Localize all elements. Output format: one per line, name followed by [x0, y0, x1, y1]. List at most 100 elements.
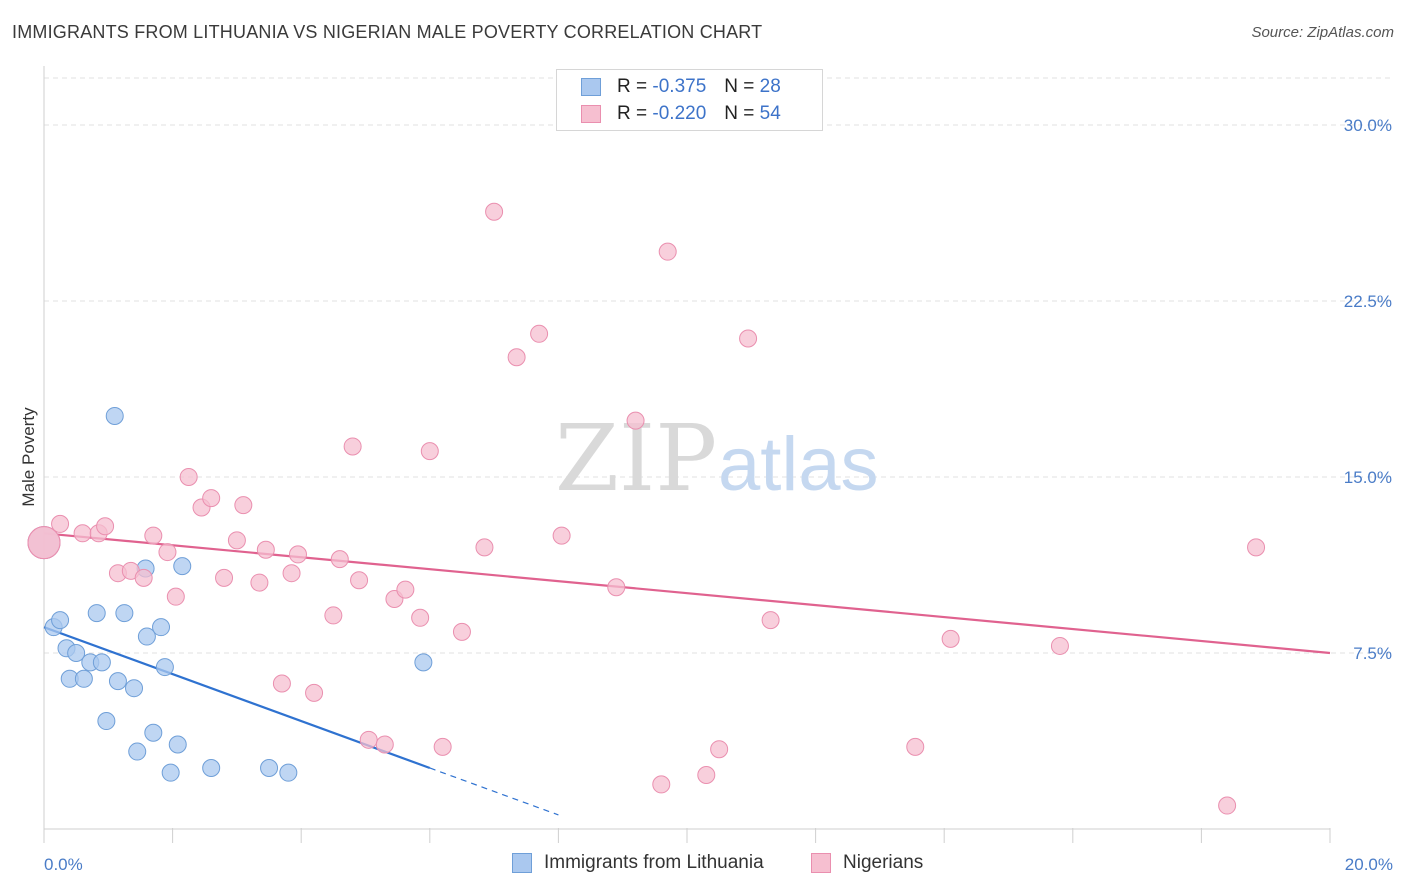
point-nigerians [396, 580, 415, 599]
axes [43, 66, 1331, 843]
legend-r-value: -0.375 [652, 76, 707, 97]
grid-lines [44, 77, 1392, 654]
point-lithuania [168, 735, 187, 754]
point-nigerians [144, 526, 163, 545]
point-lithuania [144, 723, 163, 742]
point-lithuania [87, 604, 106, 623]
point-nigerians [530, 324, 549, 343]
point-nigerians [350, 571, 369, 590]
point-nigerians [215, 568, 234, 587]
point-nigerians [658, 242, 677, 261]
legend-r-label: R = [617, 76, 648, 97]
point-nigerians [359, 730, 378, 749]
point-lithuania [51, 611, 70, 630]
bottom-legend-nigerians[interactable]: Nigerians [811, 852, 923, 874]
point-nigerians [652, 775, 671, 794]
point-lithuania [128, 742, 147, 761]
point-nigerians [288, 545, 307, 564]
point-lithuania [414, 653, 433, 672]
bottom-legend-label-lithuania: Immigrants from Lithuania [544, 852, 764, 873]
legend-n-value: 28 [759, 76, 781, 97]
bottom-legend-label-nigerians: Nigerians [843, 852, 924, 873]
trend-lines [43, 532, 1331, 816]
point-nigerians [305, 683, 324, 702]
trend-line-nigerians [43, 532, 1331, 655]
legend-swatch-blue [512, 853, 532, 873]
point-lithuania [279, 763, 298, 782]
point-nigerians [73, 524, 92, 543]
legend-n-label: N = [724, 103, 755, 124]
tick-labels: 7.5% 15.0% 22.5% 30.0% 0.0% 20.0% [44, 116, 1393, 874]
chart-title: IMMIGRANTS FROM LITHUANIA VS NIGERIAN MA… [12, 22, 763, 42]
point-lithuania [152, 618, 171, 637]
y-axis-label: Male Poverty [19, 407, 38, 507]
point-nigerians [906, 737, 925, 756]
point-nigerians [96, 517, 115, 536]
point-nigerians [134, 568, 153, 587]
point-nigerians [710, 740, 729, 759]
bottom-legend: Immigrants from Lithuania Nigerians [0, 852, 1406, 876]
point-nigerians [343, 437, 362, 456]
point-nigerians [234, 496, 253, 515]
point-nigerians [250, 573, 269, 592]
point-lithuania [115, 604, 134, 623]
point-lithuania [105, 406, 124, 425]
point-nigerians [256, 540, 275, 559]
point-lithuania [161, 763, 180, 782]
x-tick-label-max: 20.0% [1345, 855, 1393, 874]
point-nigerians [739, 329, 758, 348]
point-nigerians [282, 564, 301, 583]
trend-line-lithuania-extension [429, 767, 559, 816]
y-tick-label: 22.5% [1344, 292, 1392, 311]
legend-n-label: N = [724, 76, 755, 97]
point-lithuania [137, 627, 156, 646]
legend-r-value: -0.220 [652, 103, 707, 124]
bottom-legend-lithuania[interactable]: Immigrants from Lithuania [512, 852, 764, 874]
point-lithuania [108, 672, 127, 691]
point-lithuania [97, 712, 116, 731]
point-nigerians [626, 411, 645, 430]
y-tick-label: 15.0% [1344, 468, 1392, 487]
point-nigerians [475, 538, 494, 557]
watermark: ZIP atlas [555, 405, 879, 512]
legend: R = -0.375 N = 28 R = -0.220 N = 54 [556, 69, 823, 131]
point-lithuania [92, 653, 111, 672]
legend-r-label: R = [617, 103, 648, 124]
point-nigerians [158, 543, 177, 562]
source-label: Source: ZipAtlas.com [1251, 24, 1394, 41]
point-nigerians [1218, 796, 1237, 815]
point-nigerians [607, 578, 626, 597]
point-nigerians [485, 202, 504, 221]
y-tick-label: 30.0% [1344, 116, 1392, 135]
point-nigerians [227, 531, 246, 550]
point-nigerians [179, 467, 198, 486]
point-nigerians [452, 622, 471, 641]
point-nigerians [411, 608, 430, 627]
point-nigerians [420, 442, 439, 461]
point-lithuania [74, 669, 93, 688]
legend-n-value: 54 [759, 103, 781, 124]
point-nigerians [507, 348, 526, 367]
legend-row-nigerians: R = -0.220 N = 54 [581, 102, 781, 126]
point-lithuania [155, 658, 174, 677]
legend-swatch-pink [581, 105, 601, 123]
point-nigerians [272, 674, 291, 693]
point-lithuania [125, 679, 144, 698]
point-nigerians [761, 611, 780, 630]
x-tick-label-min: 0.0% [44, 855, 83, 874]
point-lithuania [260, 758, 279, 777]
point-nigerians [324, 606, 343, 625]
point-nigerians [27, 526, 61, 560]
y-tick-label: 7.5% [1353, 644, 1392, 663]
point-nigerians [941, 629, 960, 648]
point-lithuania [173, 557, 192, 576]
point-nigerians [166, 587, 185, 606]
point-lithuania [67, 643, 86, 662]
point-nigerians [552, 526, 571, 545]
legend-row-lithuania: R = -0.375 N = 28 [581, 75, 781, 99]
point-lithuania [202, 758, 221, 777]
legend-swatch-blue [581, 78, 601, 96]
point-nigerians [51, 514, 70, 533]
point-nigerians [375, 735, 394, 754]
